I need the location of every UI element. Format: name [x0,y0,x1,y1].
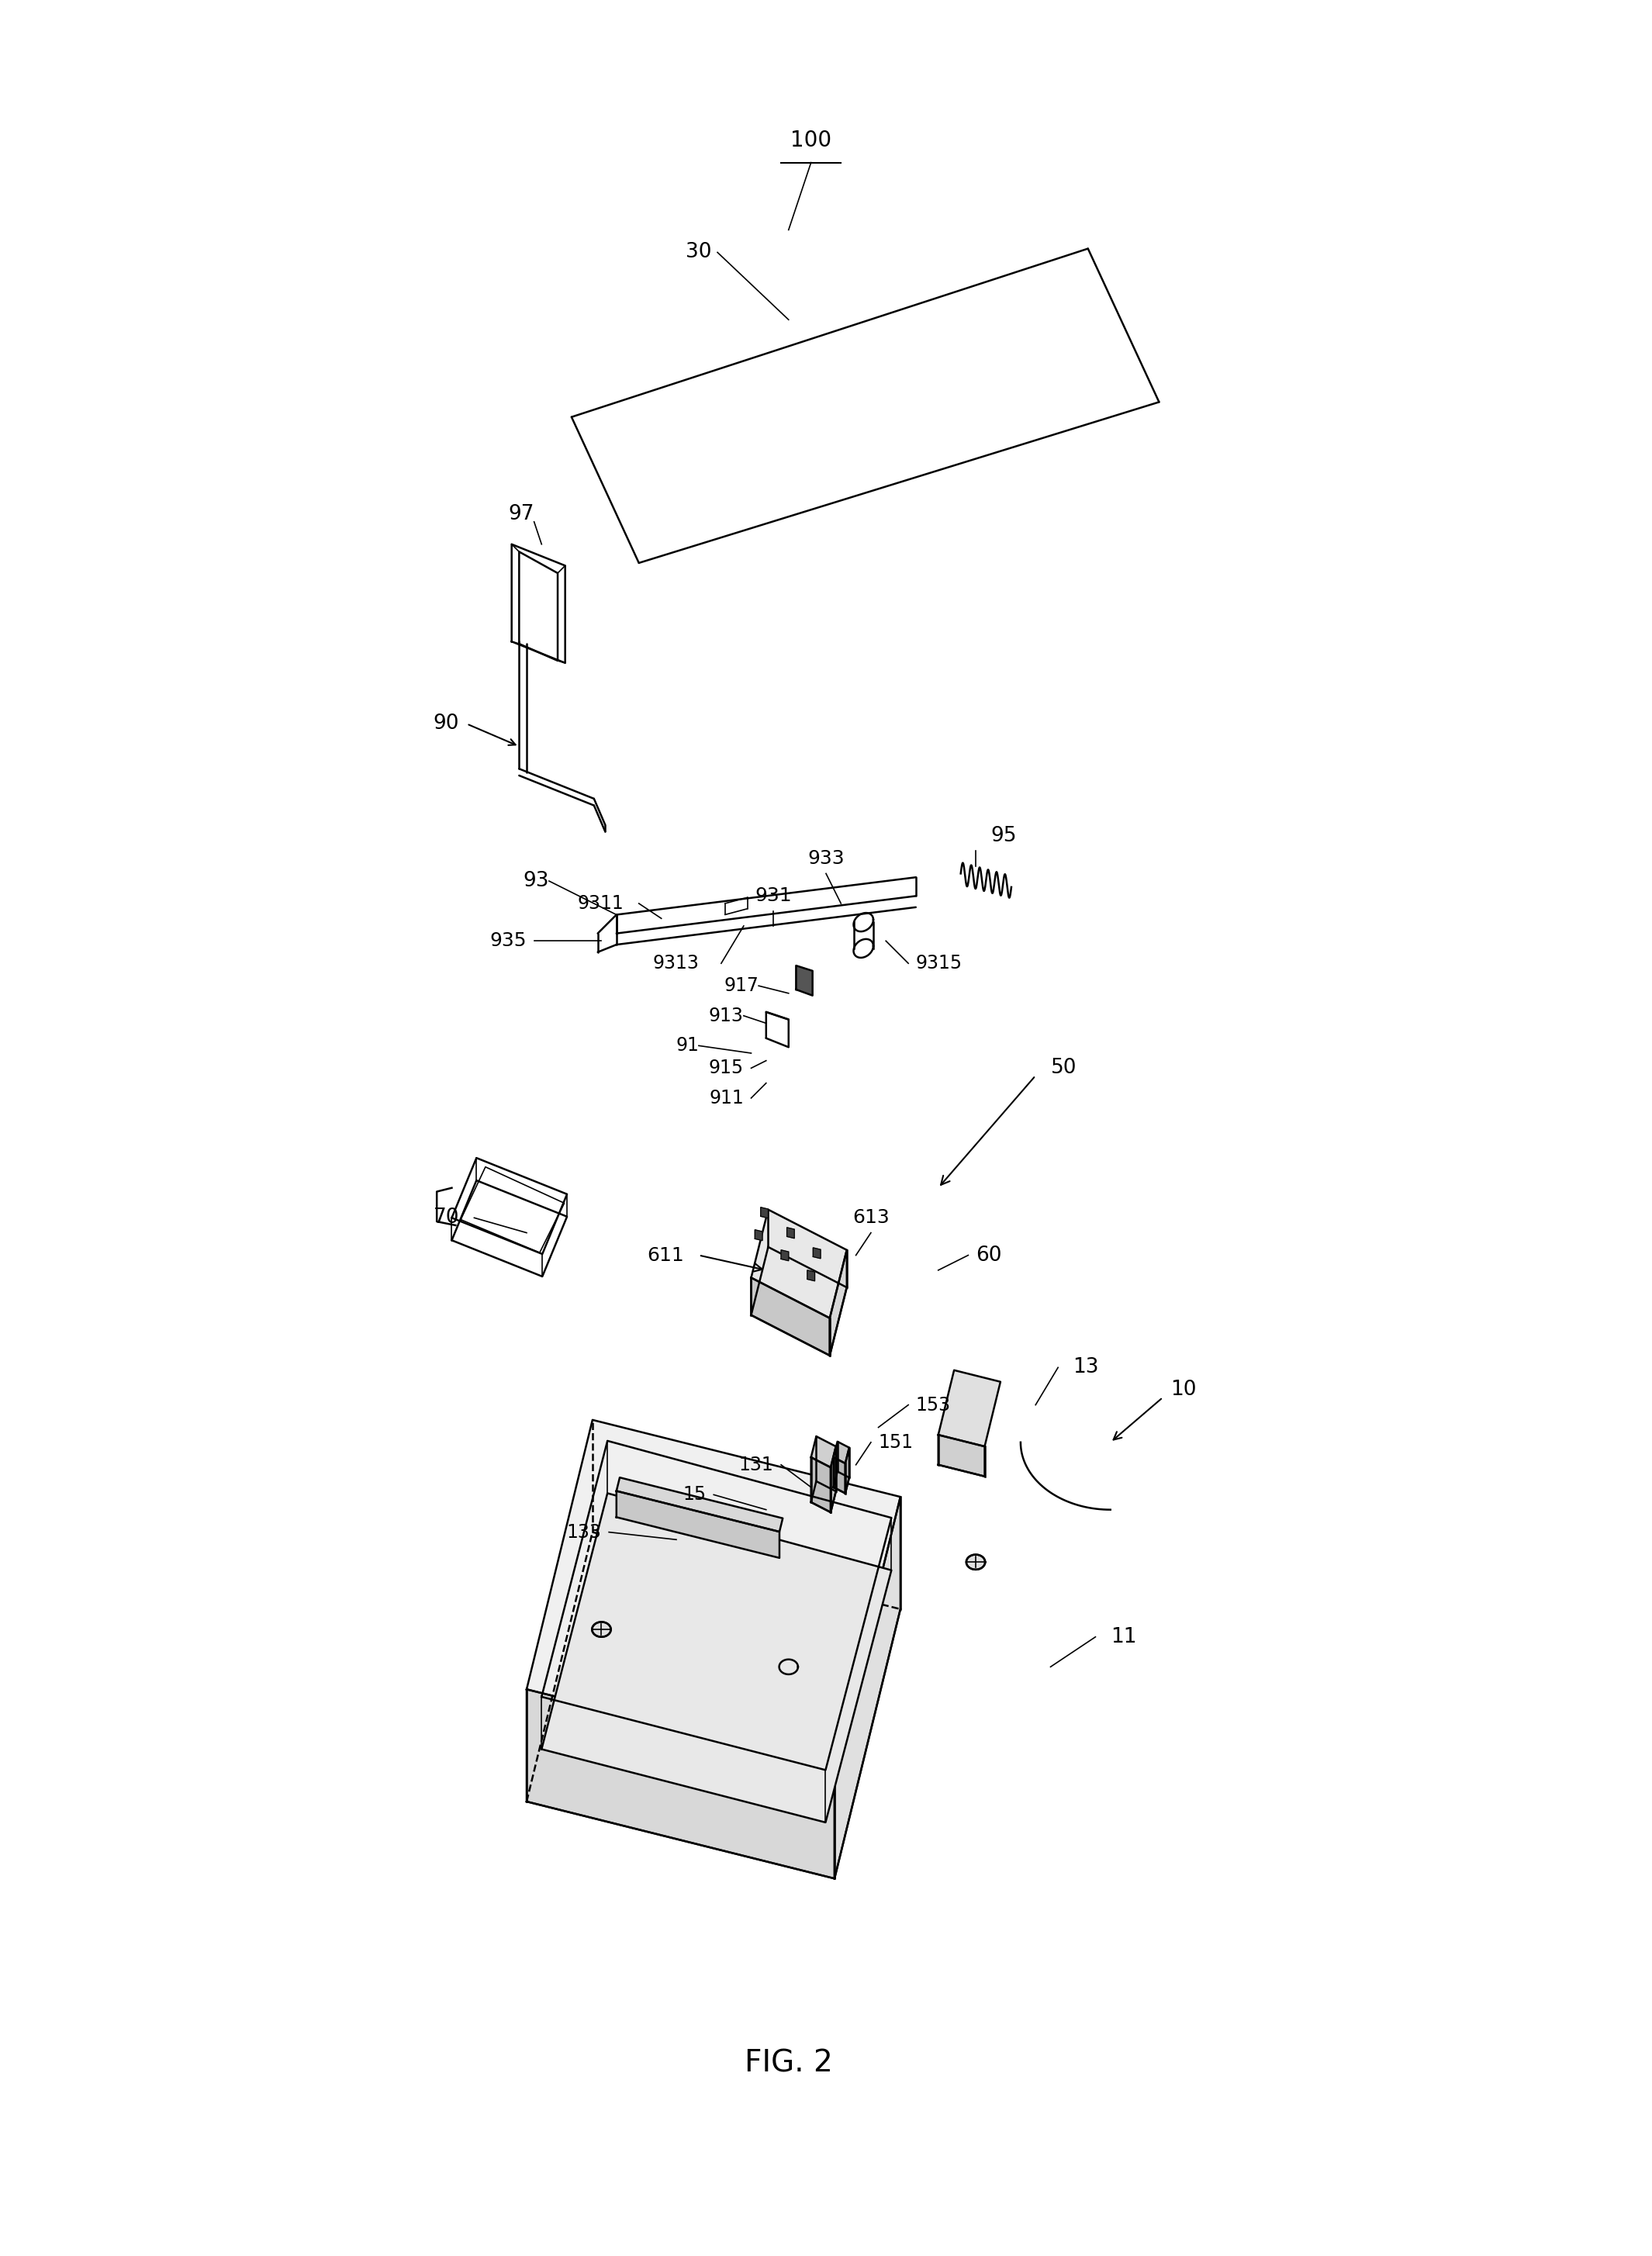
Text: 95: 95 [991,826,1016,846]
Polygon shape [811,1457,831,1512]
Polygon shape [834,1457,846,1493]
Text: 11: 11 [1110,1627,1137,1647]
Polygon shape [834,1496,900,1879]
Polygon shape [811,1437,836,1466]
Text: 151: 151 [879,1433,914,1451]
Polygon shape [752,1277,829,1356]
Text: 913: 913 [709,1006,743,1024]
Polygon shape [966,1554,985,1570]
Text: 915: 915 [709,1058,743,1078]
Polygon shape [616,1478,783,1532]
Polygon shape [796,966,813,995]
Text: 611: 611 [646,1245,684,1266]
Text: 10: 10 [1170,1381,1196,1401]
Polygon shape [527,1690,834,1879]
Text: 100: 100 [790,129,831,151]
Text: 931: 931 [755,887,791,905]
Polygon shape [591,1622,611,1638]
Polygon shape [527,1419,900,1766]
Text: 131: 131 [738,1455,773,1473]
Polygon shape [813,1248,821,1259]
Polygon shape [808,1270,814,1281]
Text: 9313: 9313 [653,954,699,972]
Text: 933: 933 [808,848,844,869]
Polygon shape [834,1442,849,1464]
Polygon shape [760,1207,768,1218]
Text: 30: 30 [686,241,712,262]
Polygon shape [755,1230,762,1241]
Text: 13: 13 [1074,1358,1099,1378]
Text: 613: 613 [852,1209,889,1227]
Polygon shape [616,1491,780,1559]
Text: 97: 97 [509,505,534,523]
Polygon shape [781,1250,788,1261]
Text: 9315: 9315 [915,954,963,972]
Polygon shape [786,1227,795,1239]
Polygon shape [831,1446,836,1512]
Text: FIG. 2: FIG. 2 [745,2048,833,2078]
Text: 91: 91 [676,1036,699,1056]
Polygon shape [752,1209,847,1318]
Text: 9311: 9311 [578,893,624,914]
Text: 133: 133 [567,1523,601,1541]
Text: 50: 50 [1051,1058,1077,1078]
Text: 911: 911 [709,1090,743,1108]
Polygon shape [846,1448,849,1493]
Text: 917: 917 [724,977,758,995]
Text: 93: 93 [524,871,548,891]
Polygon shape [938,1369,1001,1446]
Polygon shape [542,1493,892,1823]
Polygon shape [829,1250,847,1356]
Text: 153: 153 [915,1396,952,1415]
Text: 90: 90 [433,713,459,733]
Text: 935: 935 [489,932,527,950]
Text: 70: 70 [433,1207,459,1227]
Text: 60: 60 [976,1245,1001,1266]
Text: 15: 15 [682,1484,707,1505]
Polygon shape [938,1435,985,1475]
